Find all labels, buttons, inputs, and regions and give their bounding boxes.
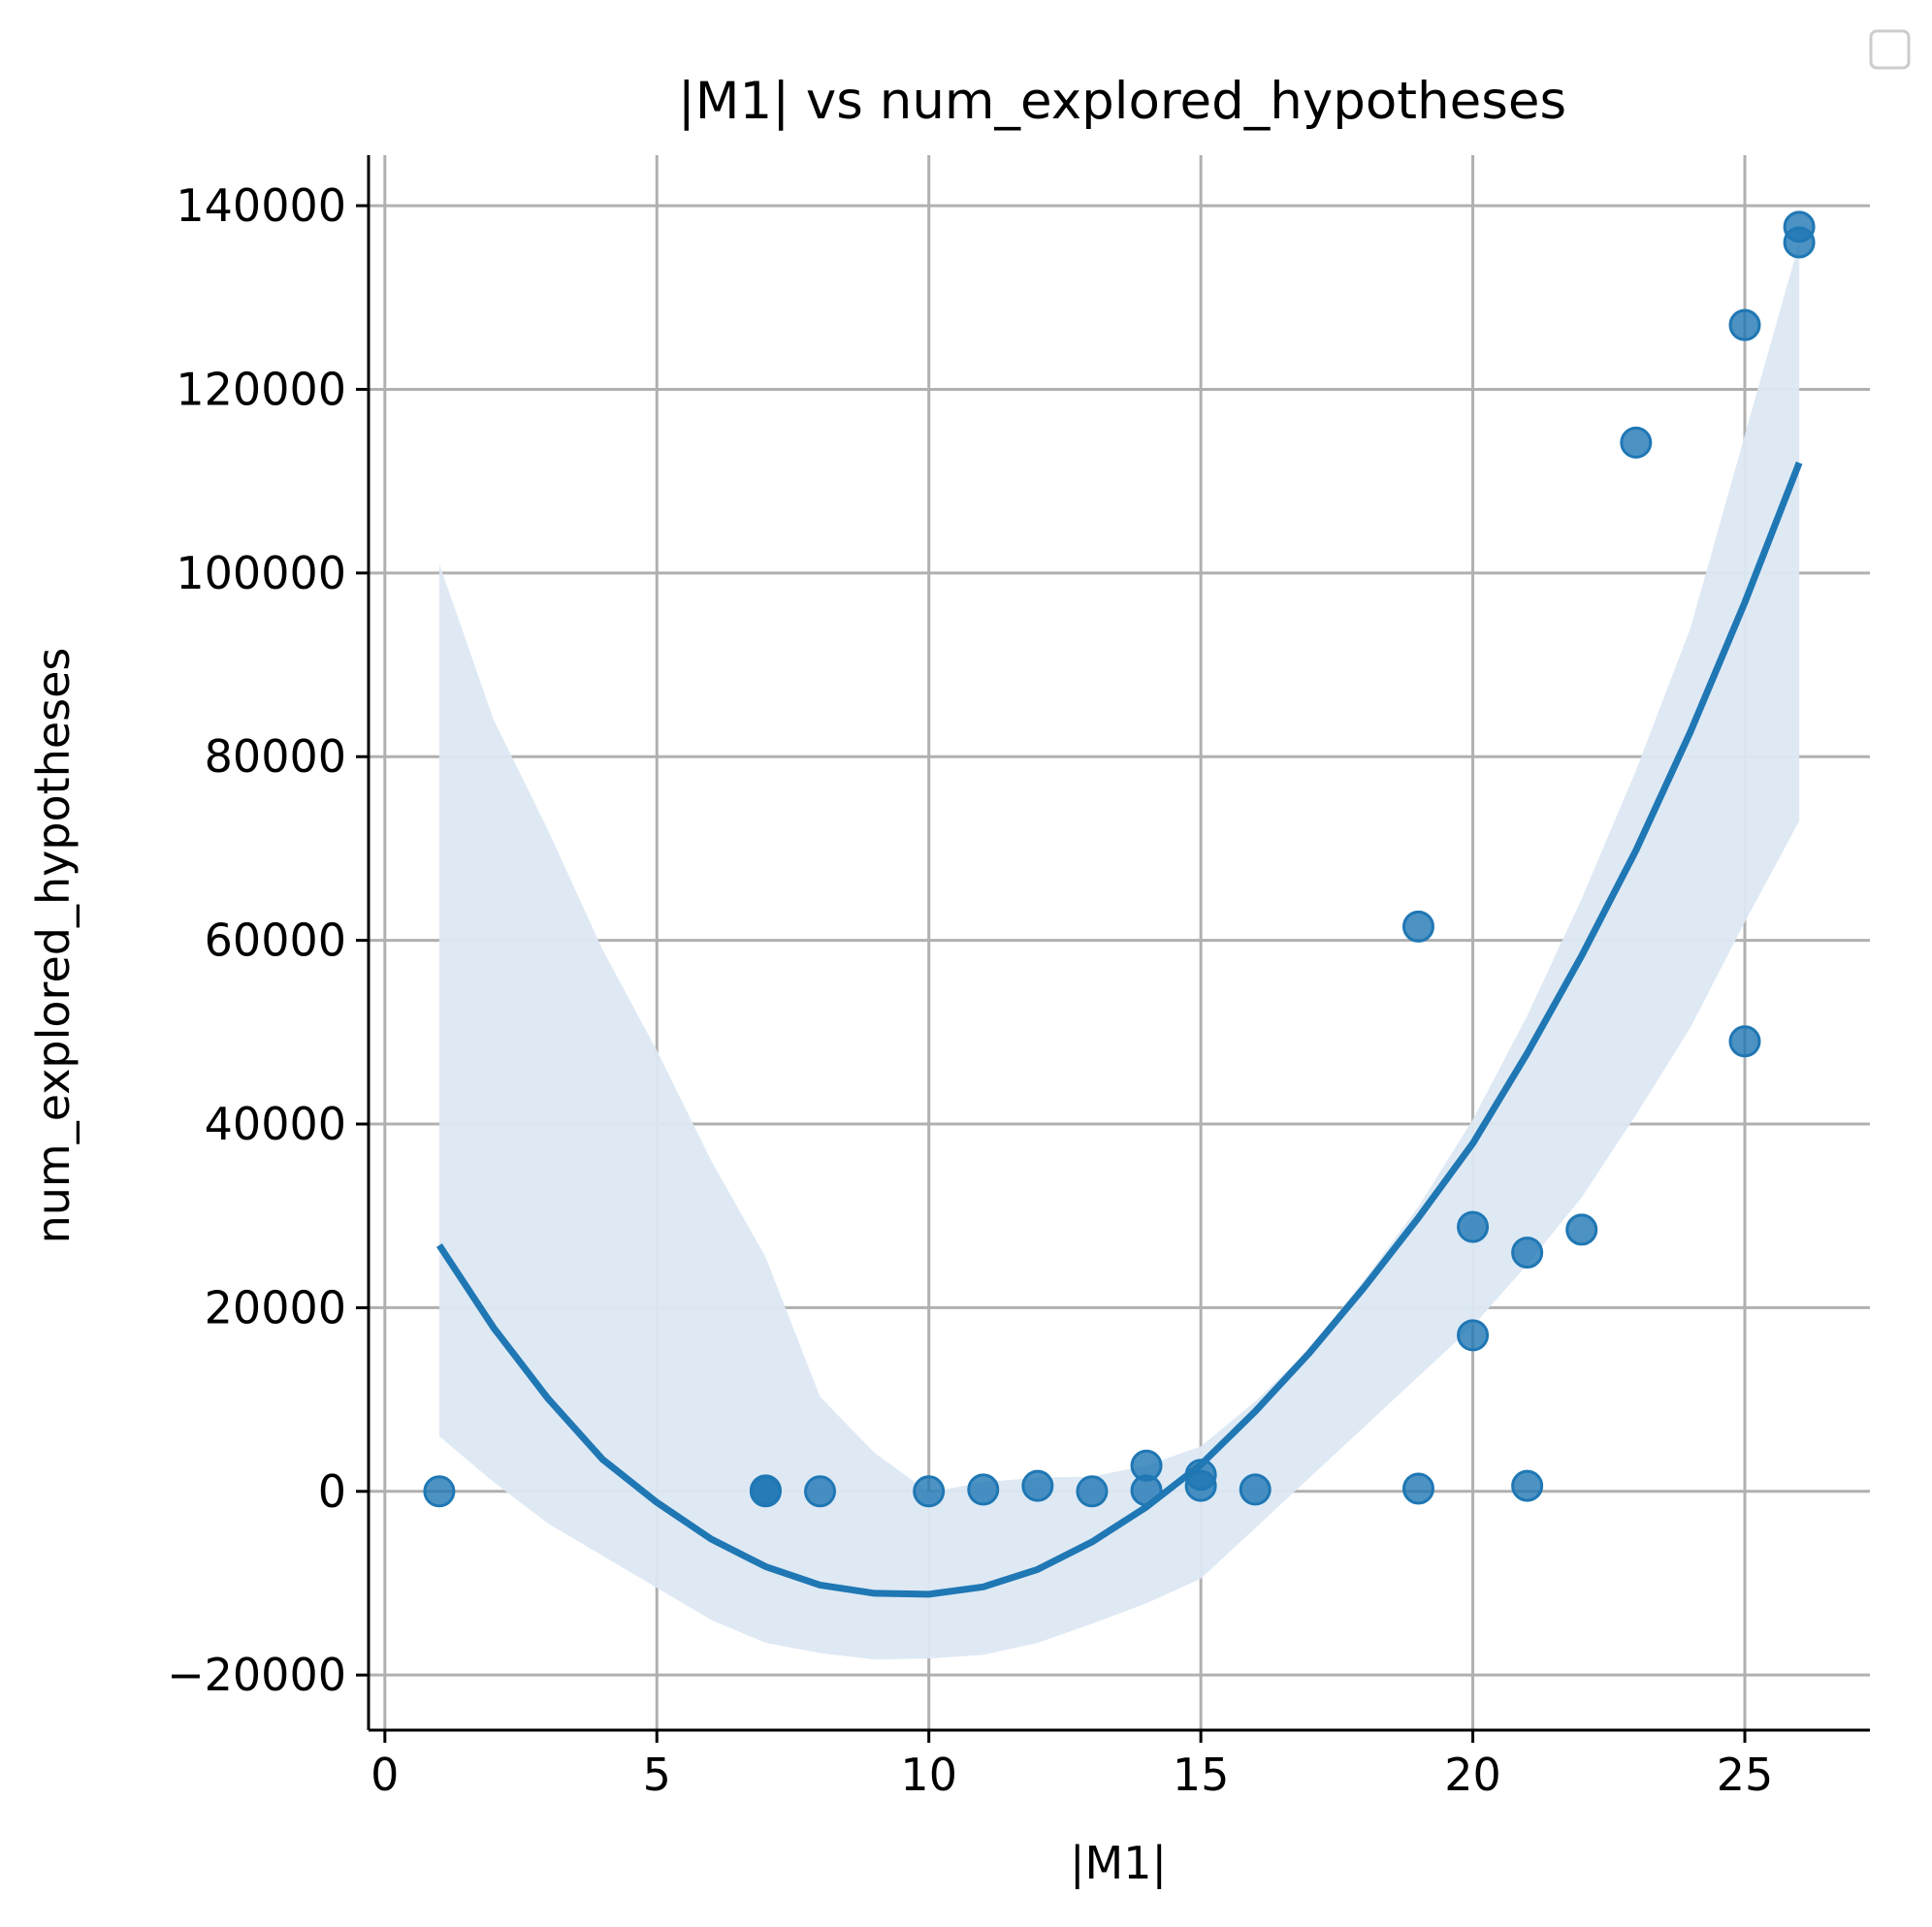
x-tick-label: 10 (900, 1749, 957, 1801)
data-point (1511, 1236, 1544, 1269)
data-point (1184, 1469, 1217, 1502)
data-point (804, 1475, 837, 1508)
data-point (1076, 1475, 1109, 1508)
data-point (1457, 1210, 1490, 1243)
data-point (967, 1473, 1000, 1506)
data-point (1565, 1213, 1598, 1246)
data-point (1728, 308, 1761, 341)
data-point (1728, 1025, 1761, 1058)
x-tick-label: 15 (1173, 1749, 1230, 1801)
data-point (1457, 1319, 1490, 1352)
regression-line (435, 461, 1803, 1598)
x-tick-label: 25 (1717, 1749, 1774, 1801)
data-point (1021, 1469, 1054, 1502)
grid (369, 155, 1870, 1730)
data-point (1401, 1472, 1434, 1505)
scatter-points (423, 210, 1816, 1508)
y-tick-label: −20000 (167, 1649, 346, 1701)
x-tick-label: 20 (1444, 1749, 1501, 1801)
y-tick-label: 0 (318, 1465, 346, 1518)
data-point (1783, 226, 1816, 259)
data-point (1401, 910, 1434, 943)
y-tick-label: 100000 (176, 547, 346, 599)
x-tick-label: 5 (643, 1749, 671, 1801)
y-tick-label: 60000 (205, 915, 346, 967)
confidence-band (438, 242, 1800, 1660)
y-tick-label: 20000 (205, 1281, 346, 1333)
x-tick-label: 0 (370, 1749, 399, 1801)
y-axis-label: num_explored_hypotheses (27, 648, 80, 1244)
legend-box (1869, 29, 1911, 70)
ticks: 0 5 10 15 20 25 −20000 0 20000 40000 60000 80000 100… (167, 179, 1773, 1801)
x-axis-label: |M1| (1070, 1837, 1167, 1890)
y-tick-label: 40000 (205, 1098, 346, 1150)
data-point (1239, 1473, 1272, 1506)
data-point (1620, 426, 1653, 459)
y-tick-label: 140000 (176, 179, 346, 232)
y-tick-label: 120000 (176, 363, 346, 415)
chart-title: |M1| vs num_explored_hypotheses (678, 72, 1566, 131)
axes (367, 155, 1870, 1732)
data-point (749, 1474, 782, 1507)
data-point (1511, 1469, 1544, 1502)
data-point (423, 1475, 456, 1508)
y-tick-label: 80000 (205, 730, 346, 783)
data-point (913, 1475, 946, 1508)
